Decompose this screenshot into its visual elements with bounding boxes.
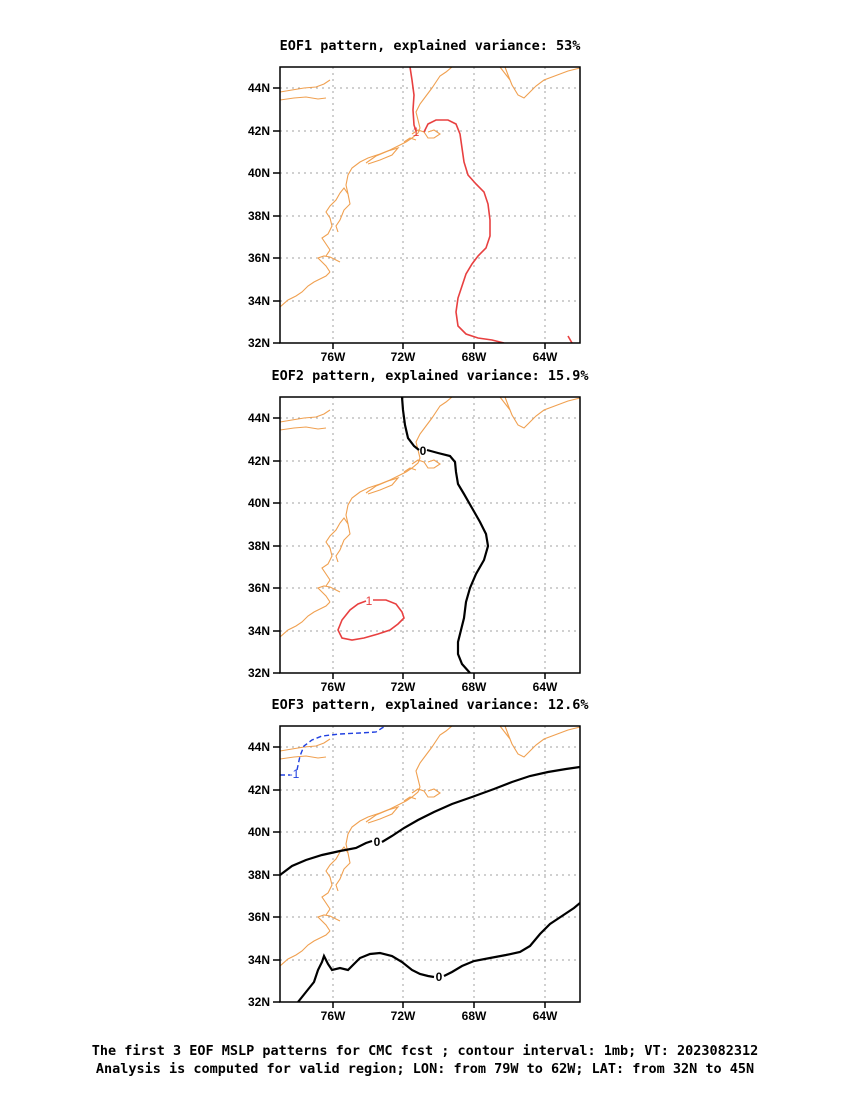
panel-2-grid: [280, 397, 580, 673]
panel-2-zero-contour-label: 0: [420, 444, 427, 458]
lat-tick-label: 38N: [248, 539, 270, 553]
lat-tick-label: 44N: [248, 740, 270, 754]
lon-tick-label: 76W: [321, 680, 346, 694]
lon-tick-label: 72W: [391, 350, 416, 364]
lon-tick-label: 72W: [391, 680, 416, 694]
lat-tick-label: 34N: [248, 624, 270, 638]
lat-tick-label: 36N: [248, 251, 270, 265]
panel-1-grid: [280, 67, 580, 343]
lat-tick-label: 44N: [248, 411, 270, 425]
panel-1-lat-labels: 44N 42N 40N 38N 36N 34N 32N: [248, 81, 270, 350]
lat-tick-label: 34N: [248, 953, 270, 967]
panel-2-lon-labels: 76W 72W 68W 64W: [321, 680, 558, 694]
lat-tick-label: 40N: [248, 166, 270, 180]
figure-caption-line-1: The first 3 EOF MSLP patterns for CMC fc…: [91, 1043, 759, 1059]
panel-2-contours: [337, 397, 490, 673]
lat-tick-label: 32N: [248, 666, 270, 680]
panel-2-lat-labels: 44N 42N 40N 38N 36N 34N 32N: [248, 411, 270, 680]
lat-tick-label: 36N: [248, 910, 270, 924]
lon-tick-label: 72W: [391, 1009, 416, 1023]
lat-tick-label: 44N: [248, 81, 270, 95]
panel-2-coastline: [280, 397, 580, 638]
panel-3-title: EOF3 pattern, explained variance: 12.6%: [271, 697, 589, 713]
panel-3-contours: [280, 726, 580, 1002]
lat-tick-label: 40N: [248, 496, 270, 510]
lon-tick-label: 64W: [533, 350, 558, 364]
panel-2-title: EOF2 pattern, explained variance: 15.9%: [271, 368, 589, 384]
lat-tick-label: 42N: [248, 783, 270, 797]
panel-3-lon-labels: 76W 72W 68W 64W: [321, 1009, 558, 1023]
lon-tick-label: 76W: [321, 1009, 346, 1023]
panel-1-frame: [279, 66, 581, 344]
lon-tick-label: 68W: [462, 680, 487, 694]
panel-2-frame: [279, 396, 581, 674]
lon-tick-label: 68W: [462, 350, 487, 364]
lon-tick-label: 76W: [321, 350, 346, 364]
lat-tick-label: 42N: [248, 124, 270, 138]
panel-1-title: EOF1 pattern, explained variance: 53%: [279, 38, 581, 54]
lat-tick-label: 38N: [248, 868, 270, 882]
panel-1-coastline: [280, 67, 580, 308]
panel-1-contours: [409, 67, 573, 343]
panel-3-zero-contour-label: 0: [374, 835, 381, 849]
panel-2-positive-contour-label: 1: [366, 594, 373, 608]
lat-tick-label: 36N: [248, 581, 270, 595]
panel-1-ticks: [273, 87, 546, 349]
lat-tick-label: 34N: [248, 294, 270, 308]
lat-tick-label: 42N: [248, 454, 270, 468]
panel-1-map: 1 44N 42N 40N 38N 36N 34N 32N 76W 72W 68…: [248, 66, 581, 364]
panel-2-ticks: [273, 417, 546, 679]
panel-3-negative-contour-label: -1: [289, 767, 300, 781]
lat-tick-label: 38N: [248, 209, 270, 223]
panel-2-map: 0 1 44N 42N 40N 38N 36N 34N 32N 76W 72W …: [248, 396, 581, 694]
panel-3-map: -1 0 0 44N 42N 40N 38N 36N 34N 32N 76W 7…: [248, 725, 581, 1023]
panel-1-contour-label: 1: [413, 125, 420, 139]
lat-tick-label: 40N: [248, 825, 270, 839]
lon-tick-label: 68W: [462, 1009, 487, 1023]
panel-1-lon-labels: 76W 72W 68W 64W: [321, 350, 558, 364]
lon-tick-label: 64W: [533, 1009, 558, 1023]
panel-3-lat-labels: 44N 42N 40N 38N 36N 34N 32N: [248, 740, 270, 1009]
panel-3-frame: [279, 725, 581, 1003]
panel-3-ticks: [273, 746, 546, 1008]
figure-caption-line-2: Analysis is computed for valid region; L…: [95, 1061, 755, 1077]
panel-3-zero-contour-label: 0: [436, 970, 443, 984]
panel-3-coastline: [280, 726, 580, 967]
lat-tick-label: 32N: [248, 336, 270, 350]
lat-tick-label: 32N: [248, 995, 270, 1009]
panel-3-grid: [280, 726, 580, 1002]
lon-tick-label: 64W: [533, 680, 558, 694]
